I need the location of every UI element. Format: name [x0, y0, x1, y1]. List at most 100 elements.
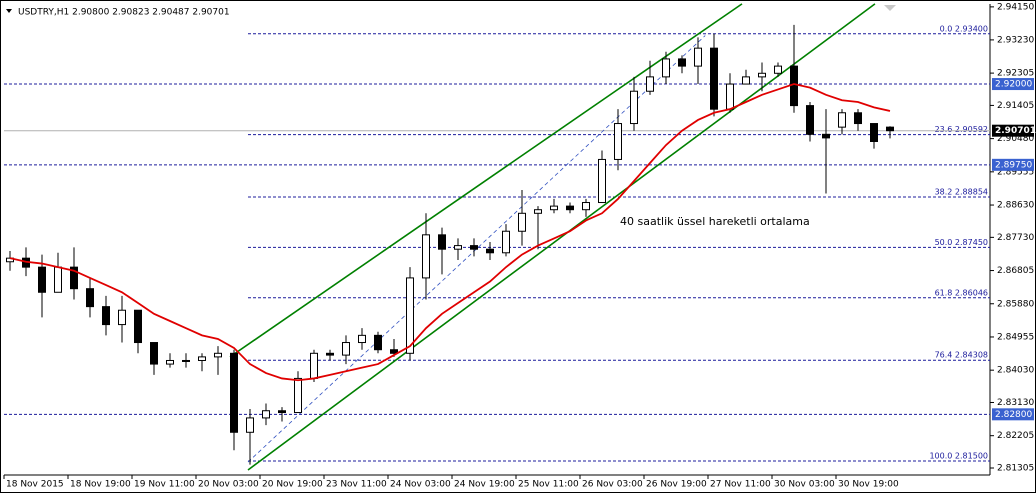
price-box-label: 2.89750: [995, 160, 1032, 170]
candle-body: [342, 342, 350, 356]
candle-body: [118, 309, 126, 326]
y-tick-label: 2.91405: [997, 101, 1034, 111]
y-tick-label: 2.82205: [997, 431, 1034, 441]
chart-title: USDTRY,H1 2.90800 2.90823 2.90487 2.9070…: [18, 8, 230, 18]
fib-label: 0.0 2.93400: [940, 24, 988, 33]
candle-body: [550, 205, 558, 211]
x-tick-label: 30 Nov 03:00: [774, 480, 835, 490]
candle-body: [790, 65, 798, 107]
fib-label: 23.6 2.90592: [935, 125, 988, 134]
candle-body: [582, 202, 590, 211]
current-price-box: [992, 124, 1034, 137]
candle-body: [758, 72, 766, 78]
ema-line: [9, 83, 891, 382]
y-tick-label: 2.83130: [997, 398, 1034, 408]
y-tick-label: 2.88630: [997, 201, 1034, 211]
price-box-label: 2.82800: [995, 410, 1032, 420]
candle-body: [646, 76, 654, 92]
x-tick-label: 26 Nov 03:00: [582, 480, 643, 490]
y-tick-label: 2.93230: [997, 35, 1034, 45]
price-box-label: 2.92000: [995, 80, 1032, 90]
y-tick-label: 2.92305: [997, 69, 1034, 79]
annotation: 40 saatlik üssel hareketli ortalama: [620, 215, 810, 228]
y-tick-label: 2.84030: [997, 366, 1034, 376]
candle-body: [854, 112, 862, 125]
candle-body: [134, 309, 142, 344]
x-tick-label: 30 Nov 19:00: [838, 480, 899, 490]
price-box: [992, 408, 1034, 421]
candle-body: [774, 65, 782, 74]
candle-body: [678, 58, 686, 67]
x-tick-label: 19 Nov 11:00: [134, 480, 195, 490]
candle-body: [214, 352, 222, 358]
candle-body: [294, 377, 302, 414]
x-tick-label: 24 Nov 19:00: [454, 480, 515, 490]
x-tick-label: 23 Nov 11:00: [326, 480, 387, 490]
y-tick-label: 2.94150: [997, 2, 1034, 12]
candle-body: [310, 352, 318, 379]
candle-body: [662, 58, 670, 78]
candle-body: [726, 83, 734, 110]
candle-body: [566, 205, 574, 211]
trendline: [229, 3, 743, 358]
x-tick-label: 26 Nov 19:00: [646, 480, 707, 490]
candle-body: [198, 356, 206, 361]
y-tick-label: 2.90480: [997, 134, 1034, 144]
candle-body: [838, 112, 846, 128]
candle-body: [486, 248, 494, 254]
candle-body: [86, 288, 94, 308]
candle-body: [870, 123, 878, 142]
candle-body: [470, 245, 478, 250]
x-tick-label: 18 Nov 19:00: [70, 480, 131, 490]
candle-body: [454, 245, 462, 250]
fib-label: 76.4 2.84308: [935, 351, 988, 360]
candle-body: [518, 212, 526, 232]
x-tick-label: 18 Nov 2015: [6, 480, 64, 490]
y-tick-label: 2.84955: [997, 332, 1034, 342]
trendline: [247, 3, 876, 471]
fib-label: 38.2 2.88854: [935, 187, 988, 196]
candle-body: [358, 334, 366, 344]
current-price-label: 2.90701: [995, 126, 1036, 136]
candle-body: [262, 410, 270, 419]
x-tick-label: 20 Nov 03:00: [198, 480, 259, 490]
candle-body: [534, 209, 542, 214]
candle-body: [694, 47, 702, 67]
candle-body: [886, 126, 894, 132]
candle-body: [406, 277, 414, 354]
fib-label: 50.0 2.87450: [935, 238, 988, 247]
candle-body: [822, 133, 830, 139]
candle-body: [150, 342, 158, 365]
candle-body: [166, 359, 174, 365]
candle-body: [598, 158, 606, 204]
candle-body: [806, 105, 814, 135]
candle-body: [502, 230, 510, 254]
fib-label: 100.0 2.81500: [929, 451, 988, 460]
y-tick-label: 2.85880: [997, 299, 1034, 309]
price-box: [992, 158, 1034, 171]
candle-body: [230, 352, 238, 433]
fib-label: 61.8 2.86046: [935, 288, 988, 297]
candle-body: [710, 47, 718, 110]
y-tick-label: 2.87730: [997, 233, 1034, 243]
candle-body: [374, 334, 382, 351]
trendline: [247, 35, 706, 463]
candle-body: [278, 410, 286, 414]
menu-arrow: [6, 9, 12, 13]
x-tick-label: 24 Nov 03:00: [390, 480, 451, 490]
candle-body: [38, 266, 46, 293]
candle-body: [630, 90, 638, 125]
y-tick-label: 2.81305: [997, 463, 1034, 473]
candle-body: [246, 417, 254, 433]
candle-body: [614, 123, 622, 160]
shift-marker: [884, 5, 896, 11]
price-box: [992, 78, 1034, 91]
candle-body: [742, 76, 750, 85]
candle-body: [438, 234, 446, 250]
x-tick-label: 25 Nov 11:00: [518, 480, 579, 490]
x-tick-label: 27 Nov 11:00: [710, 480, 771, 490]
candle-body: [390, 349, 398, 354]
candle-body: [54, 266, 62, 293]
